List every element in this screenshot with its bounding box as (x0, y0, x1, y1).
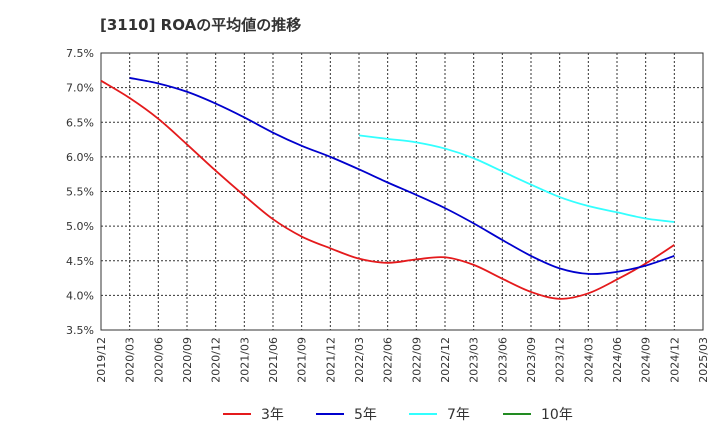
x-tick-label: 2020/12 (210, 337, 223, 383)
legend-label-3: 7年 (447, 407, 470, 423)
series-line-2 (129, 77, 675, 275)
x-tick-label: 2022/03 (353, 337, 366, 383)
legend: 3年 5年 7年 10年 (223, 407, 573, 423)
x-tick-label: 2023/09 (525, 337, 538, 383)
x-tick-label: 2021/09 (296, 337, 309, 383)
x-tick-label: 2025/03 (697, 337, 710, 383)
y-tick-label: 6.5% (66, 116, 94, 129)
series-line-3 (358, 134, 675, 223)
y-tick-label: 6.0% (66, 151, 94, 164)
x-tick-label: 2023/06 (496, 337, 509, 383)
grid-lines (100, 52, 704, 331)
series-lines (100, 77, 675, 300)
series-line-1 (100, 79, 675, 300)
x-tick-label: 2022/09 (410, 337, 423, 383)
y-tick-label: 4.5% (66, 255, 94, 268)
x-tick-labels: 2019/12 2020/03 2020/06 2020/09 2020/12 2021/… (95, 337, 710, 383)
x-tick-label: 2020/06 (152, 337, 165, 383)
x-tick-label: 2024/03 (582, 337, 595, 383)
y-tick-label: 3.5% (66, 324, 94, 337)
x-tick-label: 2024/12 (668, 337, 681, 383)
x-tick-label: 2020/03 (124, 337, 137, 383)
x-tick-label: 2020/09 (181, 337, 194, 383)
x-tick-label: 2024/06 (611, 337, 624, 383)
x-tick-label: 2019/12 (95, 337, 108, 383)
y-tick-label: 7.0% (66, 82, 94, 95)
x-tick-label: 2023/12 (554, 337, 567, 383)
legend-label-2: 5年 (354, 407, 377, 423)
x-tick-label: 2021/06 (267, 337, 280, 383)
plot-frame (100, 52, 704, 331)
x-tick-label: 2021/03 (238, 337, 251, 383)
y-tick-label: 5.5% (66, 186, 94, 199)
x-tick-label: 2023/03 (468, 337, 481, 383)
y-tick-labels: 3.5% 4.0% 4.5% 5.0% 5.5% 6.0% 6.5% 7.0% 7.5% (66, 47, 94, 337)
x-tick-label: 2024/09 (640, 337, 653, 383)
legend-label-4: 10年 (541, 407, 573, 423)
chart-title: [3110] ROAの平均値の推移 (100, 16, 302, 34)
x-tick-label: 2021/12 (324, 337, 337, 383)
x-tick-label: 2022/12 (439, 337, 452, 383)
axes (100, 52, 704, 331)
y-tick-label: 4.0% (66, 289, 94, 302)
legend-label-1: 3年 (261, 407, 284, 423)
x-tick-label: 2022/06 (382, 337, 395, 383)
y-tick-label: 7.5% (66, 47, 94, 60)
y-tick-label: 5.0% (66, 220, 94, 233)
